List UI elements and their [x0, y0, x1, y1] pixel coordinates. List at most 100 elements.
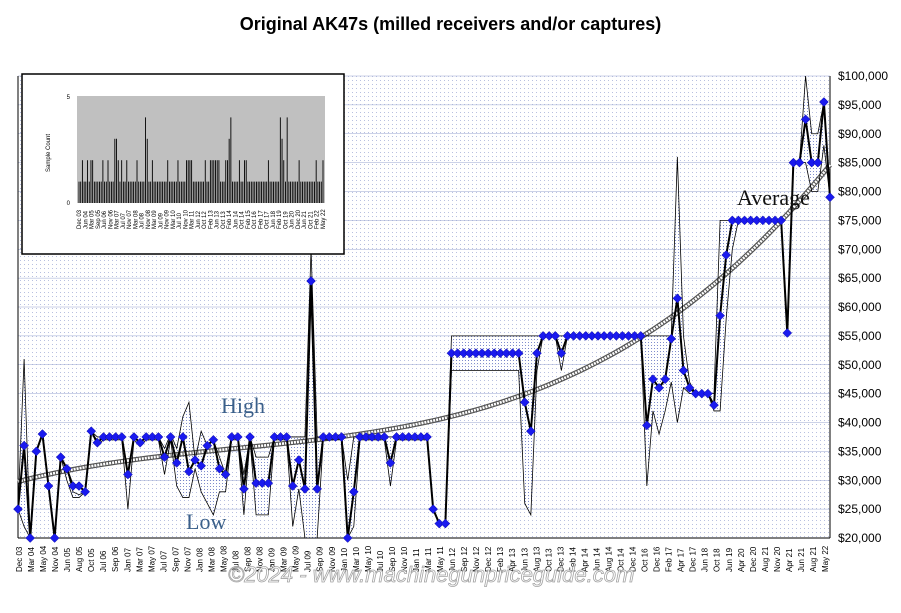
average-marker	[782, 328, 793, 338]
inset-x-tick-label: Feb 15	[246, 210, 252, 229]
average-marker	[550, 331, 561, 341]
average-marker	[19, 440, 29, 451]
sample-count-inset: 5 0 Sample Count Dec 03 Jun 04 Mar 05 Sep 0…	[21, 73, 345, 255]
inset-x-tick-label: Feb 13	[208, 210, 214, 229]
x-tick-label: Mar 07	[135, 547, 144, 572]
x-tick-label: Feb 14	[568, 547, 577, 572]
average-marker	[348, 486, 359, 497]
x-tick-label: Mar 08	[207, 547, 216, 572]
x-tick-label: Nov 12	[472, 546, 481, 572]
average-marker	[703, 388, 713, 399]
x-tick-label: Nov 20	[773, 546, 782, 572]
inset-x-tick-label: Jul 10	[177, 212, 183, 229]
x-tick-label: Nov 07	[183, 546, 192, 572]
x-tick-label: May 09	[292, 545, 301, 572]
average-marker	[74, 481, 84, 491]
x-tick-label: Dec 17	[689, 546, 698, 572]
average-marker	[153, 432, 164, 442]
average-marker	[80, 486, 91, 497]
x-tick-label: Jun 05	[63, 547, 72, 572]
watermark: ©2024 - www.machinegunpriceguide.com	[228, 562, 634, 587]
average-marker	[825, 192, 835, 203]
average-marker	[672, 293, 683, 304]
average-marker	[300, 484, 310, 494]
x-tick-label: Jan 09	[268, 547, 277, 572]
inset-x-tick-label: Mar 10	[171, 210, 177, 229]
inset-x-tick-label: Oct 21	[308, 211, 314, 229]
x-tick-label: Jun 21	[797, 547, 806, 572]
inset-x-tick-label: Nov 06	[108, 209, 114, 229]
inset-x-tick-label: Mar 05	[90, 210, 96, 229]
x-tick-label: Sep 09	[316, 546, 325, 572]
average-marker	[422, 432, 432, 442]
x-tick-label: Jul 07	[159, 550, 168, 572]
average-marker	[159, 452, 170, 463]
average-marker	[635, 331, 646, 341]
x-tick-label: Mar 04	[27, 547, 36, 572]
average-marker	[281, 432, 292, 442]
inset-x-tick-label: Jun 04	[83, 210, 89, 229]
x-tick-label: Mar 10	[352, 547, 361, 572]
x-tick-label: Nov 08	[256, 546, 265, 572]
y-tick-label: $40,000	[838, 416, 882, 430]
inset-x-tick-label: Jul 08	[140, 212, 146, 229]
average-marker	[25, 533, 36, 543]
x-tick-label: Sep 12	[460, 546, 469, 572]
average-marker	[208, 434, 219, 445]
inset-x-tick-label: Jul 07	[121, 212, 127, 229]
inset-x-tick-label: Oct 13	[221, 211, 227, 229]
average-marker	[190, 455, 200, 465]
x-tick-label: Oct 16	[641, 548, 650, 572]
y-tick-label: $25,000	[838, 502, 882, 516]
average-marker	[31, 446, 42, 457]
chart-title: Original AK47s (milled receivers and/or …	[239, 14, 662, 34]
inset-x-tick-label: Dec 03	[77, 209, 83, 229]
average-marker	[519, 397, 530, 408]
average-marker	[660, 374, 671, 385]
average-marker	[37, 429, 48, 439]
x-tick-label: Jun 13	[520, 547, 529, 572]
average-marker	[135, 437, 145, 448]
y-tick-label: $50,000	[838, 358, 882, 372]
inset-x-tick-label: Sep 05	[96, 209, 102, 229]
average-marker	[49, 533, 60, 543]
average-marker	[513, 348, 524, 359]
inset-x-tick-label: Mar 08	[133, 210, 139, 229]
inset-x-tick-label: Mar 09	[152, 210, 158, 229]
x-tick-label: Sep 08	[244, 546, 253, 572]
trend-outer	[17, 163, 832, 484]
y-tick-label: $20,000	[838, 531, 882, 545]
average-marker	[61, 463, 72, 474]
average-marker	[648, 374, 658, 385]
x-tick-label: Oct 18	[713, 548, 722, 572]
x-tick-label: Aug 21	[809, 546, 818, 572]
x-tick-label: Jun 12	[448, 547, 457, 572]
average-marker	[165, 432, 176, 442]
trend-curve	[17, 163, 832, 484]
x-tick-label: Nov 10	[400, 546, 409, 572]
average-marker	[709, 400, 719, 411]
inset-x-tick-label: Jun 06	[102, 210, 108, 229]
x-tick-label: Mar 09	[280, 547, 289, 572]
inset-x-tick-label: Nov 08	[146, 209, 152, 229]
y-tick-label: $30,000	[838, 473, 882, 487]
average-marker	[794, 157, 805, 168]
x-tick-label: Sep 06	[111, 546, 120, 572]
x-tick-label: Dec 16	[653, 546, 662, 572]
x-tick-label: Jul 06	[99, 550, 108, 572]
inset-plot-area	[77, 96, 325, 203]
inset-x-tick-label: Oct 12	[202, 211, 208, 229]
x-axis-labels: Dec 03 Mar 04 May 04 Nov 04 Jun 05 Aug 05 Oct …	[15, 545, 830, 572]
inset-x-tick-label: Nov 07	[127, 209, 133, 229]
low-annotation: Low	[186, 509, 226, 534]
average-marker	[654, 382, 664, 393]
x-tick-label: May 10	[364, 545, 373, 572]
inset-x-tick-label: Dec 20	[296, 209, 302, 229]
average-marker	[184, 466, 194, 477]
average-marker	[440, 518, 451, 529]
x-tick-label: Jun 19	[725, 547, 734, 572]
y-tick-label: $75,000	[838, 213, 882, 227]
average-marker	[13, 504, 23, 514]
x-tick-label: Aug 21	[761, 546, 770, 572]
